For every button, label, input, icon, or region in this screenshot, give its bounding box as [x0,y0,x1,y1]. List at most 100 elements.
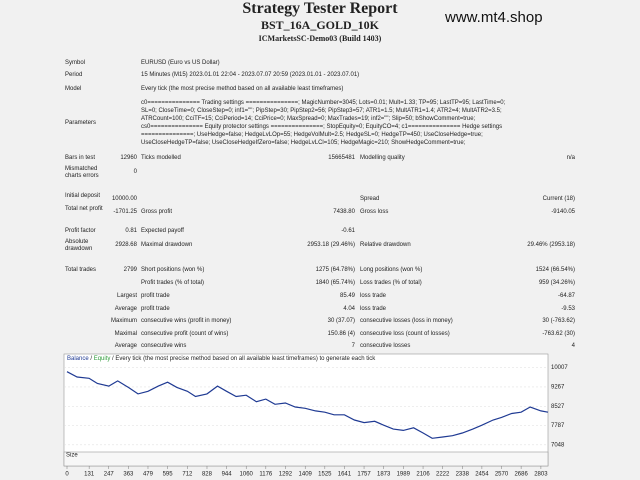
parameter-line: ===============; UseHedge=false; HedgeLv… [141,132,483,138]
result-value: 7438.80 [333,209,355,215]
result-value: -763.62 (30) [542,331,575,337]
result-value: -9140.05 [551,209,575,215]
x-tick-label: 2803 [534,472,548,478]
x-tick-label: 712 [182,472,193,478]
model-note: Every tick (the most precise method base… [115,356,376,362]
result-label: Gross loss [360,209,389,215]
size-panel [63,451,549,467]
chart-header: Balance / Equity / Every tick (the most … [67,356,376,362]
separator: / [89,356,94,362]
x-tick-label: 2222 [436,472,450,478]
report-subtitle: BST_16A_GOLD_10K [260,18,380,32]
result-group: Average [114,306,137,312]
separator: / [110,356,115,362]
result-value: 7 [351,343,355,349]
result-value: 4 [571,343,575,349]
info-value: 15 Minutes (M15) 2023.01.01 22:04 - 2023… [141,72,360,78]
result-label: consecutive losses (loss in money) [360,318,453,324]
x-tick-label: 595 [163,472,174,478]
x-tick-label: 2686 [514,472,528,478]
legend-entry: Equity [94,356,111,362]
result-label: Maximal drawdown [141,242,193,248]
result-value: 30 (37.07) [327,318,355,324]
result-group: Maximum [110,318,137,324]
y-tick-label: 7048 [551,442,565,448]
info-value: EURUSD (Euro vs US Dollar) [141,60,220,66]
x-tick-label: 1525 [318,472,332,478]
result-label: Total net profit [65,206,103,212]
parameter-line: SL=0; CloseTime=0; CloseStep=0; inf1="";… [141,108,502,114]
x-tick-label: 479 [143,472,154,478]
result-value: 0.81 [125,228,137,234]
info-label: Symbol [65,60,86,66]
x-tick-label: 1292 [279,472,293,478]
result-value: 12960 [120,155,137,161]
result-label: consecutive profit (count of wins) [141,331,229,337]
result-value: 1840 (65.74%) [315,280,355,286]
x-tick-label: 1641 [338,472,352,478]
result-label: Expected payoff [141,228,184,234]
result-value: 1275 (64.78%) [315,267,355,273]
report-title: Strategy Tester Report [242,0,398,17]
info-label: Model [65,86,82,92]
result-label: consecutive wins (profit in money) [141,318,232,324]
size-label: Size [66,453,78,459]
result-label: Absolute drawdown [65,239,93,252]
result-value: -0.61 [341,228,355,234]
result-label: Short positions (won %) [141,267,205,273]
result-value: n/a [566,155,575,161]
result-label: consecutive wins [141,343,187,349]
x-tick-label: 2338 [456,472,470,478]
result-value: 2928.68 [115,242,137,248]
x-tick-label: 1409 [299,472,313,478]
result-label: Relative drawdown [360,242,411,248]
result-label: Initial deposit [65,193,101,199]
result-value: 959 (34.26%) [538,280,575,286]
result-label: Total trades [65,267,97,273]
x-tick-label: 1757 [357,472,371,478]
result-label: Gross profit [141,209,173,215]
result-value: 0 [133,169,137,175]
x-tick-label: 247 [104,472,115,478]
result-label: Profit factor [65,228,96,234]
result-value: 15665481 [328,155,355,161]
info-label: Period [65,72,83,78]
result-value: 29.46% (2953.18) [527,242,575,248]
result-value: Current (18) [542,196,575,202]
x-tick-label: 2570 [495,472,509,478]
result-value: 1524 (66.54%) [535,267,575,273]
result-group: Largest [116,293,137,299]
parameter-line: ATRCount=100; CciTF=15; CciPeriod=14; Cc… [141,116,476,122]
balance-line [66,371,549,439]
result-value: 4.04 [343,306,355,312]
y-tick-label: 9267 [551,385,565,391]
result-value: -9.53 [561,306,575,312]
server-name: ICMarketsSC-Demo03 (Build 1403) [258,34,382,43]
y-tick-label: 8527 [551,404,565,410]
result-value: 2953.18 (29.46%) [307,242,355,248]
y-tick-label: 10007 [551,365,568,371]
result-value: 150.86 (4) [327,331,355,337]
watermark: www.mt4.shop [445,9,543,26]
y-tick-label: 7787 [551,423,565,429]
x-tick-label: 131 [84,472,95,478]
result-label: Ticks modelled [141,155,181,161]
x-tick-label: 2106 [416,472,430,478]
result-label: consecutive losses [360,343,411,349]
chart-frame [63,353,549,467]
result-group: Maximal [114,331,137,337]
x-tick-label: 363 [123,472,134,478]
result-value: 10000.00 [111,196,137,202]
parameter-line: cs0=============== Equity protector sett… [141,124,503,130]
result-label: Loss trades (% of total) [360,280,422,286]
x-tick-label: 2454 [475,472,489,478]
result-group: Average [114,343,137,349]
result-label: Long positions (won %) [360,267,423,273]
x-tick-label: 1989 [397,472,411,478]
x-tick-label: 1176 [259,472,273,478]
result-label: Bars in test [65,155,96,161]
x-tick-label: 828 [202,472,213,478]
result-label: consecutive loss (count of losses) [360,331,450,337]
result-label: Mismatched charts errors [65,166,99,179]
